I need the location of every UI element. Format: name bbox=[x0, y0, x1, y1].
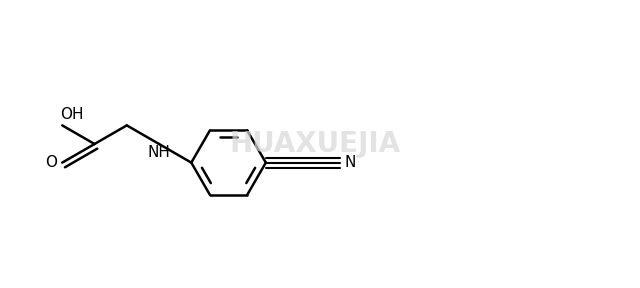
Text: N: N bbox=[344, 155, 356, 170]
Text: OH: OH bbox=[60, 107, 84, 122]
Text: O: O bbox=[45, 155, 58, 170]
Text: HUAXUEJIA: HUAXUEJIA bbox=[230, 130, 401, 158]
Text: NH: NH bbox=[148, 145, 170, 160]
